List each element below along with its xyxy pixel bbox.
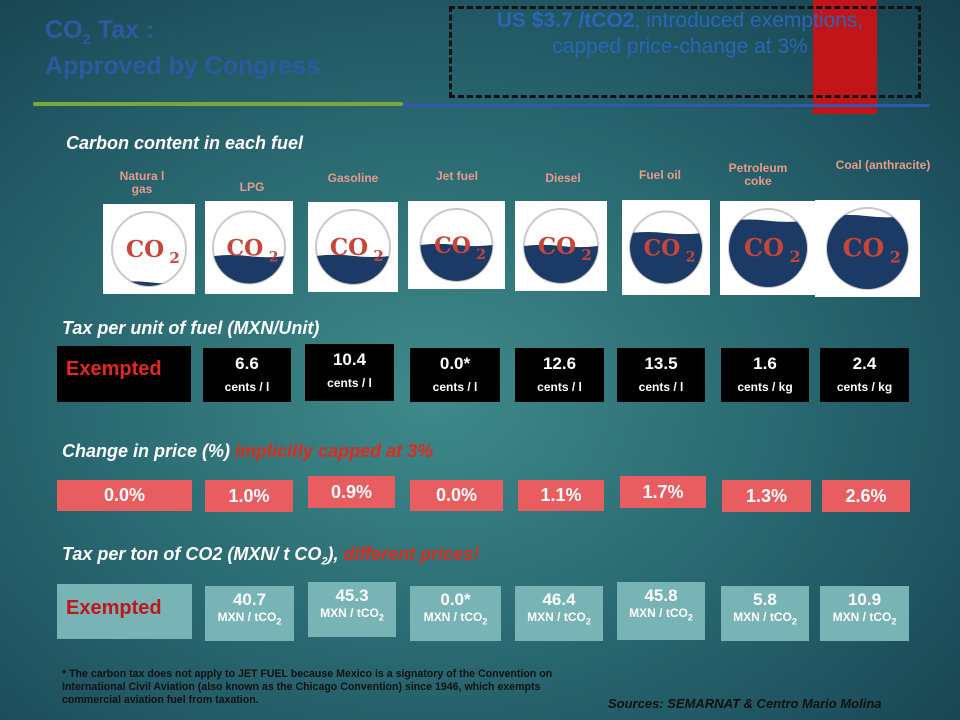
tax-unit-fuel-oil: 13.5 cents / l [617,348,705,402]
tax-ton-jet-fuel: 0.0* MXN / tCO2 [410,586,501,641]
co2-text: CO [744,233,784,262]
co2-subscript: 2 [890,248,901,267]
tax-unit-jet-fuel: 0.0* cents / l [410,348,500,402]
tax-unit-gasoline: 10.4 cents / l [305,344,394,401]
co2-subscript: 2 [269,250,279,266]
co2-circle-graphic: CO 2 [111,211,187,287]
price-change-diesel: 1.1% [518,480,604,511]
fuel-label-gasoline: Gasoline [327,171,379,185]
callout-text: US $3.7 /tCO2, introduced exemptions, ca… [496,9,864,58]
fuel-label-jet-fuel: Jet fuel [435,169,478,183]
co2-subscript: 2 [789,247,800,266]
tax-unit-lpg: 6.6 cents / l [203,348,291,402]
co2-circle-graphic: CO 2 [826,207,909,290]
co2-text: CO [434,233,471,259]
fuel-label-diesel: Diesel [545,171,581,185]
exempted-label-ton: Exempted [66,597,162,619]
price-change-fuel-oil: 1.7% [620,476,706,508]
co2-circle-graphic: CO 2 [728,208,808,288]
carbon-content-heading: Carbon content in each fuel [66,133,304,153]
fuel-icon-gasoline: CO 2 [308,202,398,292]
fuel-label-lpg: LPG [239,180,265,194]
co2-text: CO [126,236,164,263]
co2-circle-graphic: CO 2 [315,209,391,285]
tax-per-unit-heading: Tax per unit of fuel (MXN/Unit) [62,318,320,338]
fuel-icon-petroleum-coke: CO 2 [720,201,816,295]
carbon-fill-level [420,243,493,281]
carbon-fill-level [524,244,598,283]
tax-ton-lpg: 40.7 MXN / tCO2 [205,586,294,641]
co2-subscript: 2 [169,249,179,267]
fuel-icon-fuel-oil: CO 2 [622,200,710,295]
carbon-fill-level [316,254,390,284]
carbon-fill-level [827,214,908,289]
fuel-icon-diesel: CO 2 [515,201,607,291]
carbon-fill-level [213,255,285,284]
exempted-box-ton: Exempted [57,584,192,639]
title-underline-blue [403,104,930,107]
co2-subscript: 2 [476,247,486,263]
fuel-label-petroleum-coke: Petroleum coke [728,161,788,188]
tax-ton-diesel: 46.4 MXN / tCO2 [515,586,603,641]
tax-ton-coal: 10.9 MXN / tCO2 [820,586,909,641]
slide-title: CO2 Tax : Approved by Congress [45,16,321,80]
tax-ton-fuel-oil: 45.8 MXN / tCO2 [617,582,705,640]
co2-text: CO [538,233,576,260]
exempted-label: Exempted [66,358,162,380]
co2-subscript: 2 [373,247,383,265]
co2-circle-graphic: CO 2 [523,208,599,284]
price-change-jet-fuel: 0.0% [410,480,503,511]
price-change-natural-gas: 0.0% [57,480,192,511]
co2-text: CO [330,234,368,261]
price-change-gasoline: 0.9% [308,476,395,508]
co2-subscript: 2 [581,246,591,264]
co2-circle-graphic: CO 2 [212,210,286,285]
price-change-lpg: 1.0% [205,480,293,512]
exempted-box-unit: Exempted [57,346,191,402]
carbon-fill-level [729,219,807,287]
co2-subscript: 2 [686,250,696,266]
price-change-coal: 2.6% [822,480,910,512]
tax-unit-coal: 2.4 cents / kg [820,348,909,402]
title-underline-green [33,102,403,106]
tax-per-ton-heading: Tax per ton of CO2 (MXN/ t CO2), differe… [62,544,480,568]
footnote: * The carbon tax does not apply to JET F… [62,668,553,706]
fuel-label-natural-gas: Natura l gas [119,169,165,196]
carbon-fill-level [630,232,702,284]
fuel-icon-lpg: CO 2 [205,201,293,294]
sources: Sources: SEMARNAT & Centro Mario Molina [608,696,882,711]
tax-unit-diesel: 12.6 cents / l [515,348,604,402]
price-change-heading: Change in price (%) implicitly capped at… [62,441,434,461]
co2-circle-graphic: CO 2 [419,208,494,282]
fuel-icon-coal: CO 2 [815,200,920,297]
tax-ton-petroleum-coke: 5.8 MXN / tCO2 [721,586,809,641]
fuel-label-fuel-oil: Fuel oil [639,168,681,182]
co2-text: CO [644,236,681,262]
co2-text: CO [843,234,885,263]
co2-circle-graphic: CO 2 [629,210,703,285]
co2-text: CO [227,236,264,262]
callout-dashed-border [449,6,921,98]
fuel-icon-jet-fuel: CO 2 [408,201,505,289]
fuel-icon-natural-gas: CO 2 [103,204,195,294]
price-change-petroleum-coke: 1.3% [722,480,811,512]
tax-unit-petroleum-coke: 1.6 cents / kg [721,348,809,402]
fuel-label-coal: Coal (anthracite) [835,158,931,172]
tax-ton-gasoline: 45.3 MXN / tCO2 [308,582,396,637]
